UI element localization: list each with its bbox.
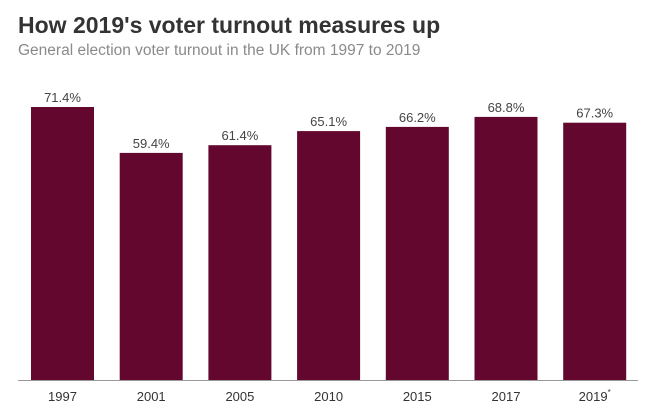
x-tick-label-2001: 2001 (137, 389, 166, 404)
x-tick-text: 2019 (579, 389, 608, 404)
x-tick-text: 1997 (48, 389, 77, 404)
x-tick-text: 2005 (225, 389, 254, 404)
x-tick-label-2017: 2017 (492, 389, 521, 404)
x-tick-label-2019: 2019* (579, 388, 611, 404)
data-label-2001: 59.4% (133, 136, 170, 151)
chart-title: How 2019's voter turnout measures up (18, 12, 441, 38)
bar-2019 (563, 122, 627, 380)
data-label-2019: 67.3% (576, 106, 613, 121)
data-label-2017: 68.8% (488, 100, 525, 115)
bar-2005 (208, 145, 272, 380)
bar-2017 (474, 116, 538, 381)
bar-2001 (119, 152, 183, 380)
x-tick-text: 2001 (137, 389, 166, 404)
bar-1997 (31, 107, 94, 380)
x-tick-text: 2017 (492, 389, 521, 404)
x-tick-label-2010: 2010 (314, 389, 343, 404)
x-tick-text: 2010 (314, 389, 343, 404)
data-label-2010: 65.1% (310, 114, 347, 129)
bar-2010 (297, 131, 361, 380)
bar-2015 (385, 126, 449, 381)
x-tick-text: 2015 (403, 389, 432, 404)
x-tick-footnote-mark: * (608, 388, 611, 397)
data-label-2015: 66.2% (399, 110, 436, 125)
x-tick-label-1997: 1997 (48, 389, 77, 404)
x-tick-label-2015: 2015 (403, 389, 432, 404)
chart-subtitle: General election voter turnout in the UK… (18, 42, 421, 59)
x-tick-label-2005: 2005 (225, 389, 254, 404)
data-label-2005: 61.4% (221, 128, 258, 143)
data-label-1997: 71.4% (44, 90, 81, 105)
